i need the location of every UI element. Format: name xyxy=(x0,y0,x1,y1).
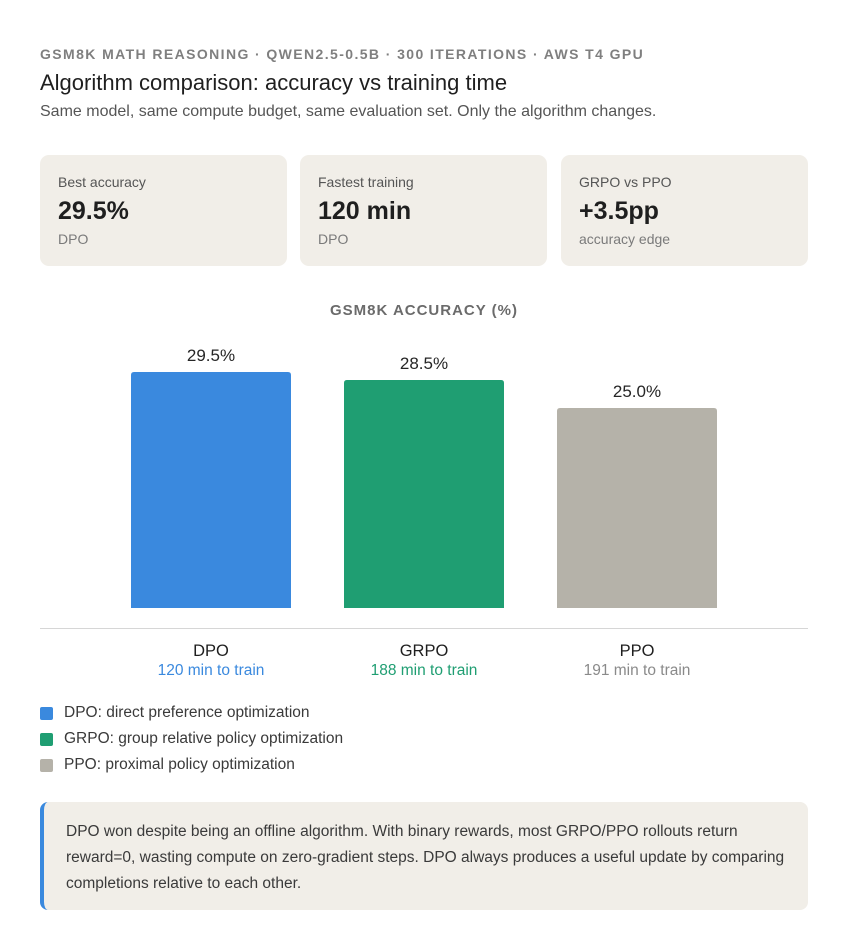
legend-label: GRPO: group relative policy optimization xyxy=(64,730,344,747)
bar-grpo xyxy=(344,380,504,608)
card-value: +3.5pp xyxy=(579,197,659,225)
card-label: GRPO vs PPO xyxy=(579,174,672,190)
card-sub: accuracy edge xyxy=(579,231,671,247)
legend-swatch-dpo xyxy=(40,707,53,720)
training-time-label-ppo: 191 min to train xyxy=(584,662,691,679)
card-fastest-training: Fastest training 120 min DPO xyxy=(300,155,547,266)
bar-ppo xyxy=(557,408,717,608)
bar-value-label-ppo: 25.0% xyxy=(613,382,661,401)
training-time-label-grpo: 188 min to train xyxy=(371,662,478,679)
insight-note: DPO won despite being an offline algorit… xyxy=(40,802,808,910)
card-best-accuracy: Best accuracy 29.5% DPO xyxy=(40,155,287,266)
card-grpo-vs-ppo: GRPO vs PPO +3.5pp accuracy edge xyxy=(561,155,808,266)
training-time-label-dpo: 120 min to train xyxy=(158,662,265,679)
legend-label: DPO: direct preference optimization xyxy=(64,704,310,721)
bar-value-label-dpo: 29.5% xyxy=(187,346,235,365)
card-value: 120 min xyxy=(318,197,412,225)
page-subtitle: Same model, same compute budget, same ev… xyxy=(40,103,657,120)
bar-value-label-grpo: 28.5% xyxy=(400,354,448,373)
category-label-dpo: DPO xyxy=(193,642,229,660)
accuracy-bar-chart: 29.5% DPO 120 min to train 28.5% GRPO 188 min… xyxy=(40,346,808,679)
page-title: Algorithm comparison: accuracy vs traini… xyxy=(40,70,508,95)
card-label: Best accuracy xyxy=(58,174,146,190)
chart-title: GSM8K ACCURACY (%) xyxy=(329,302,518,319)
legend-swatch-grpo xyxy=(40,733,53,746)
card-sub: DPO xyxy=(58,231,89,247)
eyebrow-text: GSM8K MATH REASONING · QWEN2.5-0.5B · 30… xyxy=(40,46,645,62)
legend-swatch-ppo xyxy=(40,759,53,772)
legend-label: PPO: proximal policy optimization xyxy=(64,756,295,773)
category-label-grpo: GRPO xyxy=(400,642,449,660)
card-value: 29.5% xyxy=(58,197,129,225)
category-label-ppo: PPO xyxy=(620,642,655,660)
card-label: Fastest training xyxy=(318,174,414,190)
card-sub: DPO xyxy=(318,231,349,247)
summary-cards: Best accuracy 29.5% DPO Fastest training… xyxy=(40,155,808,266)
bar-dpo xyxy=(131,372,291,608)
